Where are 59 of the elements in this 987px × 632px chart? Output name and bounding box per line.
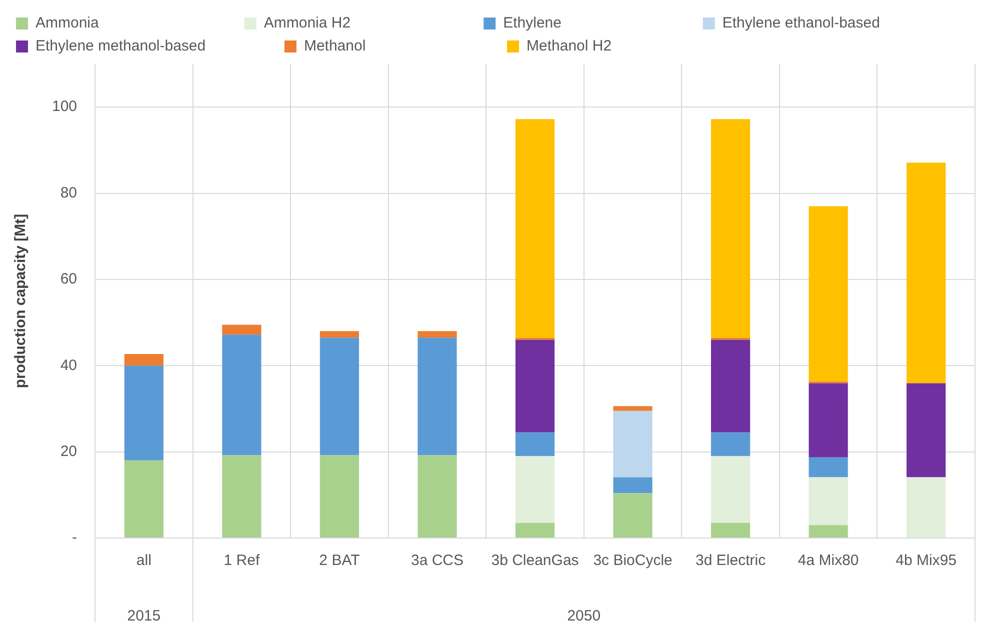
text: 2050 [567,608,601,625]
x-tick-label: all [136,552,152,570]
bar [320,331,360,338]
bar [124,460,164,538]
bar [711,456,750,523]
x-tick-label: 3d Electric [696,552,766,570]
bar [515,432,555,456]
bar [711,522,750,538]
legend-label: Ethylene methanol-based [36,38,276,55]
bar [124,354,164,366]
x-tick-label: 3a CCS [410,552,464,570]
x-tick-label: 3b CleanGas [491,552,579,570]
bar [808,525,848,538]
bar [222,455,262,538]
bar [418,331,457,338]
bar [906,162,946,384]
bar [515,456,555,523]
bar [222,334,262,456]
x-tick-label: 2 BAT [319,552,360,570]
legend-label: Methanol [304,38,500,55]
bar [808,477,848,526]
bar [711,432,750,456]
bar [808,206,848,382]
bar [418,338,457,456]
bar [418,455,457,538]
text: 2015 [127,608,161,625]
bar [320,338,360,456]
legend-label: Methanol H2 [526,38,732,55]
legend-label: Ethylene ethanol-based [722,14,955,32]
bar [515,119,555,338]
bar [515,340,555,432]
y-tick-label: - [72,529,78,546]
legend-label: Ammonia [36,14,236,32]
bar [613,477,652,494]
legend-label: Ammonia H2 [264,14,476,32]
x-tick-label: 1 Ref [224,552,260,570]
y-tick-label: 100 [52,98,78,116]
y-tick-label: 20 [60,442,78,460]
bar [906,477,946,538]
bar [711,340,750,432]
bar [711,119,750,338]
y-axis-title: production capacity [Mt] [12,214,30,388]
bar [906,383,946,478]
bar [613,493,652,538]
bar [613,406,652,411]
bar [515,522,555,538]
bar [808,457,848,478]
bar [222,324,262,335]
bar [613,410,652,478]
y-tick-label: 80 [60,184,78,202]
y-tick-label: 60 [60,270,78,288]
bar [124,366,164,460]
x-tick-label: 3c BioCycle [593,552,672,570]
y-tick-label: 40 [60,356,78,374]
bar [808,383,848,458]
x-tick-label: 4b Mix95 [896,552,957,570]
bar [320,455,360,538]
x-tick-label: 4a Mix80 [798,552,859,570]
legend-label: Ethylene [503,14,695,32]
